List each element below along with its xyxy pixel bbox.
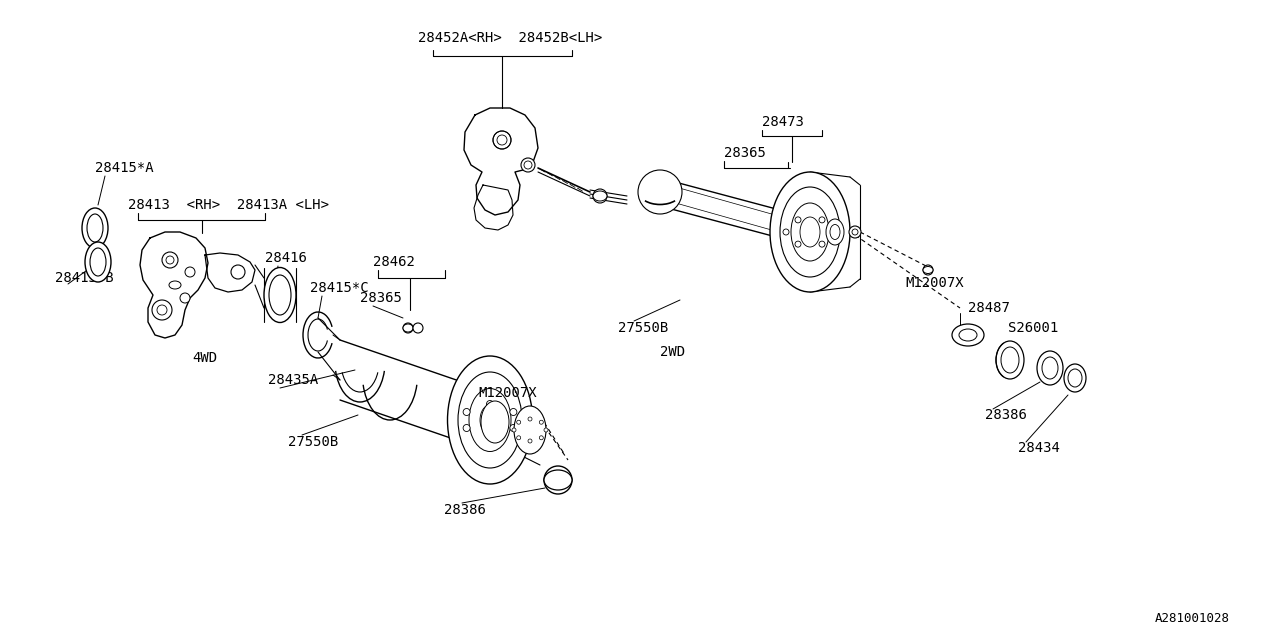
Ellipse shape bbox=[959, 329, 977, 341]
Circle shape bbox=[486, 433, 494, 440]
Ellipse shape bbox=[593, 191, 607, 201]
Circle shape bbox=[539, 436, 543, 440]
Ellipse shape bbox=[403, 324, 413, 332]
Ellipse shape bbox=[996, 341, 1024, 379]
Ellipse shape bbox=[480, 405, 500, 435]
Text: 28415*B: 28415*B bbox=[55, 271, 114, 285]
Text: 28473: 28473 bbox=[762, 115, 804, 129]
Circle shape bbox=[819, 217, 826, 223]
Text: 28413  <RH>  28413A <LH>: 28413 <RH> 28413A <LH> bbox=[128, 198, 329, 212]
Circle shape bbox=[509, 424, 517, 431]
Ellipse shape bbox=[82, 208, 108, 248]
Circle shape bbox=[512, 428, 516, 432]
Circle shape bbox=[529, 439, 532, 443]
Circle shape bbox=[157, 305, 166, 315]
Text: 27550B: 27550B bbox=[288, 435, 338, 449]
Circle shape bbox=[539, 420, 543, 424]
Circle shape bbox=[593, 189, 607, 203]
Circle shape bbox=[152, 300, 172, 320]
Ellipse shape bbox=[458, 372, 522, 468]
Ellipse shape bbox=[771, 172, 850, 292]
Ellipse shape bbox=[1001, 347, 1019, 373]
Ellipse shape bbox=[87, 214, 102, 242]
Text: 28434: 28434 bbox=[1018, 441, 1060, 455]
Ellipse shape bbox=[269, 275, 291, 315]
Circle shape bbox=[463, 424, 470, 431]
Ellipse shape bbox=[780, 187, 840, 277]
Circle shape bbox=[166, 256, 174, 264]
Circle shape bbox=[517, 436, 521, 440]
Ellipse shape bbox=[791, 203, 829, 261]
Ellipse shape bbox=[468, 388, 511, 451]
Ellipse shape bbox=[90, 248, 106, 276]
Text: 28365: 28365 bbox=[724, 146, 765, 160]
Circle shape bbox=[637, 170, 682, 214]
Text: 28487: 28487 bbox=[968, 301, 1010, 315]
Circle shape bbox=[230, 265, 244, 279]
Circle shape bbox=[163, 252, 178, 268]
Text: 28435A: 28435A bbox=[268, 373, 319, 387]
Circle shape bbox=[403, 323, 413, 333]
Text: 28365: 28365 bbox=[360, 291, 402, 305]
Text: 28386: 28386 bbox=[444, 503, 486, 517]
Circle shape bbox=[923, 265, 933, 275]
Ellipse shape bbox=[448, 356, 532, 484]
Ellipse shape bbox=[481, 401, 509, 443]
Circle shape bbox=[486, 401, 494, 408]
Text: 28415*A: 28415*A bbox=[95, 161, 154, 175]
Circle shape bbox=[497, 135, 507, 145]
Text: A281001028: A281001028 bbox=[1155, 611, 1230, 625]
Text: 28416: 28416 bbox=[265, 251, 307, 265]
Circle shape bbox=[413, 323, 422, 333]
Circle shape bbox=[852, 229, 858, 235]
Circle shape bbox=[524, 161, 532, 169]
Circle shape bbox=[463, 408, 470, 415]
Circle shape bbox=[521, 158, 535, 172]
Circle shape bbox=[493, 131, 511, 149]
Circle shape bbox=[544, 428, 548, 432]
Ellipse shape bbox=[169, 281, 180, 289]
Circle shape bbox=[831, 229, 837, 235]
Ellipse shape bbox=[264, 268, 296, 323]
Ellipse shape bbox=[829, 225, 840, 239]
Text: M12007X: M12007X bbox=[477, 386, 536, 400]
Ellipse shape bbox=[1068, 369, 1082, 387]
Ellipse shape bbox=[826, 219, 844, 245]
Ellipse shape bbox=[1037, 351, 1062, 385]
Text: 28386: 28386 bbox=[986, 408, 1027, 422]
Ellipse shape bbox=[952, 324, 984, 346]
Ellipse shape bbox=[84, 242, 111, 282]
Circle shape bbox=[509, 408, 517, 415]
Text: S26001: S26001 bbox=[1009, 321, 1059, 335]
Ellipse shape bbox=[800, 217, 820, 247]
Text: 28415*C: 28415*C bbox=[310, 281, 369, 295]
Circle shape bbox=[819, 241, 826, 247]
Ellipse shape bbox=[923, 266, 933, 273]
Circle shape bbox=[180, 293, 189, 303]
Circle shape bbox=[186, 267, 195, 277]
Circle shape bbox=[550, 472, 566, 488]
Text: 28462: 28462 bbox=[372, 255, 415, 269]
Circle shape bbox=[849, 226, 861, 238]
Ellipse shape bbox=[515, 406, 547, 454]
Circle shape bbox=[529, 417, 532, 421]
Text: 4WD: 4WD bbox=[192, 351, 218, 365]
Circle shape bbox=[795, 241, 801, 247]
Circle shape bbox=[783, 229, 788, 235]
Text: 27550B: 27550B bbox=[618, 321, 668, 335]
Text: 28452A<RH>  28452B<LH>: 28452A<RH> 28452B<LH> bbox=[419, 31, 603, 45]
Circle shape bbox=[517, 420, 521, 424]
Ellipse shape bbox=[1042, 357, 1059, 379]
Circle shape bbox=[795, 217, 801, 223]
Text: M12007X: M12007X bbox=[905, 276, 964, 290]
Text: 2WD: 2WD bbox=[660, 345, 685, 359]
Ellipse shape bbox=[1064, 364, 1085, 392]
Ellipse shape bbox=[544, 470, 572, 490]
Circle shape bbox=[544, 466, 572, 494]
